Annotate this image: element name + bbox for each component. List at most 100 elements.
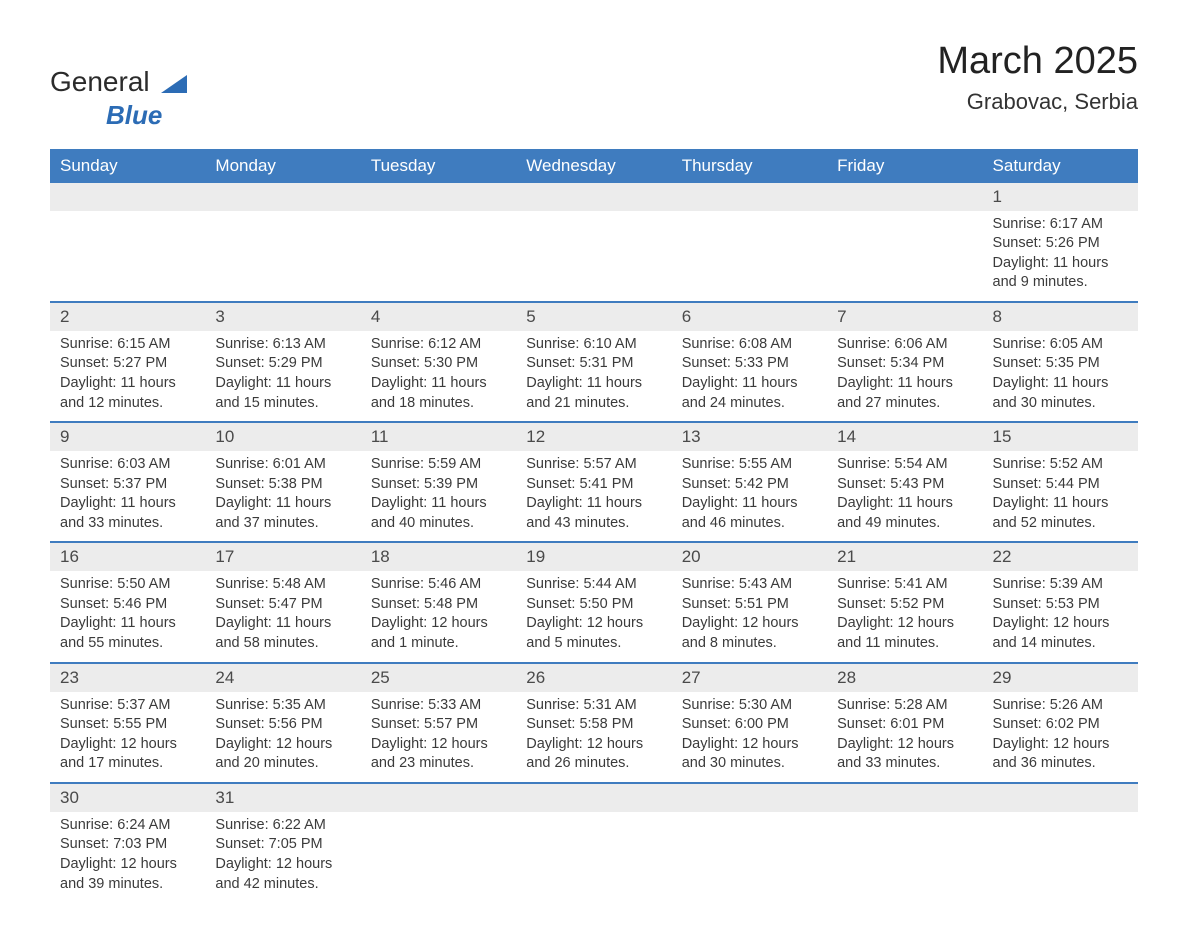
day-detail-line: and 49 minutes. — [837, 514, 972, 534]
day-detail-line: Sunset: 5:44 PM — [993, 475, 1128, 495]
calendar-body: 1 Sunrise: 6:17 AMSunset: 5:26 PMDayligh… — [50, 183, 1138, 903]
day-detail-line: Daylight: 11 hours — [837, 494, 972, 514]
day-detail-line: Daylight: 11 hours — [682, 374, 817, 394]
day-number-cell — [361, 183, 516, 211]
day-detail-cell — [50, 211, 205, 302]
day-detail-cell — [672, 211, 827, 302]
day-detail-line: Sunset: 5:48 PM — [371, 595, 506, 615]
day-detail-line: and 24 minutes. — [682, 394, 817, 414]
day-number-cell — [516, 783, 671, 812]
day-number-cell — [827, 183, 982, 211]
week-detail-row: Sunrise: 6:24 AMSunset: 7:03 PMDaylight:… — [50, 812, 1138, 902]
week-detail-row: Sunrise: 5:37 AMSunset: 5:55 PMDaylight:… — [50, 692, 1138, 783]
day-number-cell: 5 — [516, 302, 671, 331]
day-detail-line: and 23 minutes. — [371, 754, 506, 774]
day-detail-line: and 46 minutes. — [682, 514, 817, 534]
day-detail-line: and 12 minutes. — [60, 394, 195, 414]
day-number-cell: 6 — [672, 302, 827, 331]
day-detail-line: Daylight: 12 hours — [215, 855, 350, 875]
day-number-cell — [672, 183, 827, 211]
day-detail-cell — [361, 812, 516, 902]
day-detail-line: and 15 minutes. — [215, 394, 350, 414]
day-detail-cell: Sunrise: 5:55 AMSunset: 5:42 PMDaylight:… — [672, 451, 827, 542]
day-detail-line: Daylight: 12 hours — [526, 735, 661, 755]
logo-word2: Blue — [50, 100, 187, 131]
day-detail-cell: Sunrise: 5:39 AMSunset: 5:53 PMDaylight:… — [983, 571, 1138, 662]
day-detail-cell: Sunrise: 6:05 AMSunset: 5:35 PMDaylight:… — [983, 331, 1138, 422]
day-detail-line: Daylight: 12 hours — [837, 735, 972, 755]
day-detail-line: Sunset: 5:35 PM — [993, 354, 1128, 374]
day-detail-line: Sunrise: 5:35 AM — [215, 696, 350, 716]
day-detail-cell — [361, 211, 516, 302]
week-daynum-row: 9101112131415 — [50, 422, 1138, 451]
day-detail-cell — [672, 812, 827, 902]
day-detail-line: Daylight: 12 hours — [993, 614, 1128, 634]
day-number-cell — [983, 783, 1138, 812]
day-detail-line: Sunset: 5:37 PM — [60, 475, 195, 495]
day-detail-line: Daylight: 11 hours — [993, 254, 1128, 274]
day-number-cell: 31 — [205, 783, 360, 812]
day-number-cell: 11 — [361, 422, 516, 451]
day-detail-line: Sunrise: 5:44 AM — [526, 575, 661, 595]
day-detail-line: Sunset: 7:03 PM — [60, 835, 195, 855]
day-number-cell: 24 — [205, 663, 360, 692]
day-detail-cell: Sunrise: 5:31 AMSunset: 5:58 PMDaylight:… — [516, 692, 671, 783]
day-detail-line: Daylight: 11 hours — [526, 494, 661, 514]
day-detail-line: Sunset: 5:47 PM — [215, 595, 350, 615]
week-daynum-row: 2345678 — [50, 302, 1138, 331]
day-detail-line: Sunset: 5:29 PM — [215, 354, 350, 374]
logo-triangle-icon — [161, 68, 187, 100]
day-detail-line: Sunrise: 6:01 AM — [215, 455, 350, 475]
day-detail-line: Sunset: 6:00 PM — [682, 715, 817, 735]
week-detail-row: Sunrise: 6:17 AMSunset: 5:26 PMDaylight:… — [50, 211, 1138, 302]
day-number-cell: 19 — [516, 542, 671, 571]
day-detail-line: Sunset: 5:33 PM — [682, 354, 817, 374]
day-detail-line: Daylight: 11 hours — [215, 374, 350, 394]
weekday-header: Saturday — [983, 149, 1138, 183]
day-detail-line: Daylight: 11 hours — [371, 494, 506, 514]
day-number-cell: 10 — [205, 422, 360, 451]
day-detail-line: Sunset: 6:01 PM — [837, 715, 972, 735]
logo-word1: General — [50, 66, 150, 97]
day-detail-line: Daylight: 11 hours — [993, 374, 1128, 394]
day-detail-line: and 58 minutes. — [215, 634, 350, 654]
day-number-cell: 1 — [983, 183, 1138, 211]
day-detail-line: Daylight: 11 hours — [993, 494, 1128, 514]
day-detail-line: Sunrise: 5:33 AM — [371, 696, 506, 716]
day-detail-line: Sunrise: 6:17 AM — [993, 215, 1128, 235]
calendar-table: Sunday Monday Tuesday Wednesday Thursday… — [50, 149, 1138, 903]
day-detail-line: Daylight: 12 hours — [837, 614, 972, 634]
week-daynum-row: 16171819202122 — [50, 542, 1138, 571]
day-detail-cell: Sunrise: 5:43 AMSunset: 5:51 PMDaylight:… — [672, 571, 827, 662]
day-detail-line: and 9 minutes. — [993, 273, 1128, 293]
weekday-header: Friday — [827, 149, 982, 183]
day-detail-line: Sunset: 5:51 PM — [682, 595, 817, 615]
day-number-cell: 28 — [827, 663, 982, 692]
day-detail-line: Daylight: 11 hours — [215, 494, 350, 514]
day-detail-line: and 33 minutes. — [837, 754, 972, 774]
day-number-cell — [672, 783, 827, 812]
weekday-header: Sunday — [50, 149, 205, 183]
day-number-cell: 2 — [50, 302, 205, 331]
day-detail-line: Sunset: 5:41 PM — [526, 475, 661, 495]
day-detail-line: Sunset: 5:50 PM — [526, 595, 661, 615]
day-detail-line: and 43 minutes. — [526, 514, 661, 534]
day-detail-line: and 1 minute. — [371, 634, 506, 654]
day-detail-line: Sunrise: 6:12 AM — [371, 335, 506, 355]
day-detail-line: Daylight: 12 hours — [993, 735, 1128, 755]
day-number-cell: 17 — [205, 542, 360, 571]
day-detail-line: Sunset: 5:34 PM — [837, 354, 972, 374]
day-number-cell: 3 — [205, 302, 360, 331]
day-detail-line: Sunrise: 5:30 AM — [682, 696, 817, 716]
day-number-cell: 29 — [983, 663, 1138, 692]
day-detail-line: and 5 minutes. — [526, 634, 661, 654]
day-detail-line: Daylight: 11 hours — [60, 494, 195, 514]
month-title: March 2025 — [937, 40, 1138, 83]
day-detail-line: and 26 minutes. — [526, 754, 661, 774]
day-detail-line: and 33 minutes. — [60, 514, 195, 534]
day-detail-line: and 39 minutes. — [60, 875, 195, 895]
day-detail-line: Sunset: 5:43 PM — [837, 475, 972, 495]
day-detail-line: Sunset: 5:26 PM — [993, 234, 1128, 254]
day-number-cell: 30 — [50, 783, 205, 812]
day-detail-line: Sunset: 5:39 PM — [371, 475, 506, 495]
